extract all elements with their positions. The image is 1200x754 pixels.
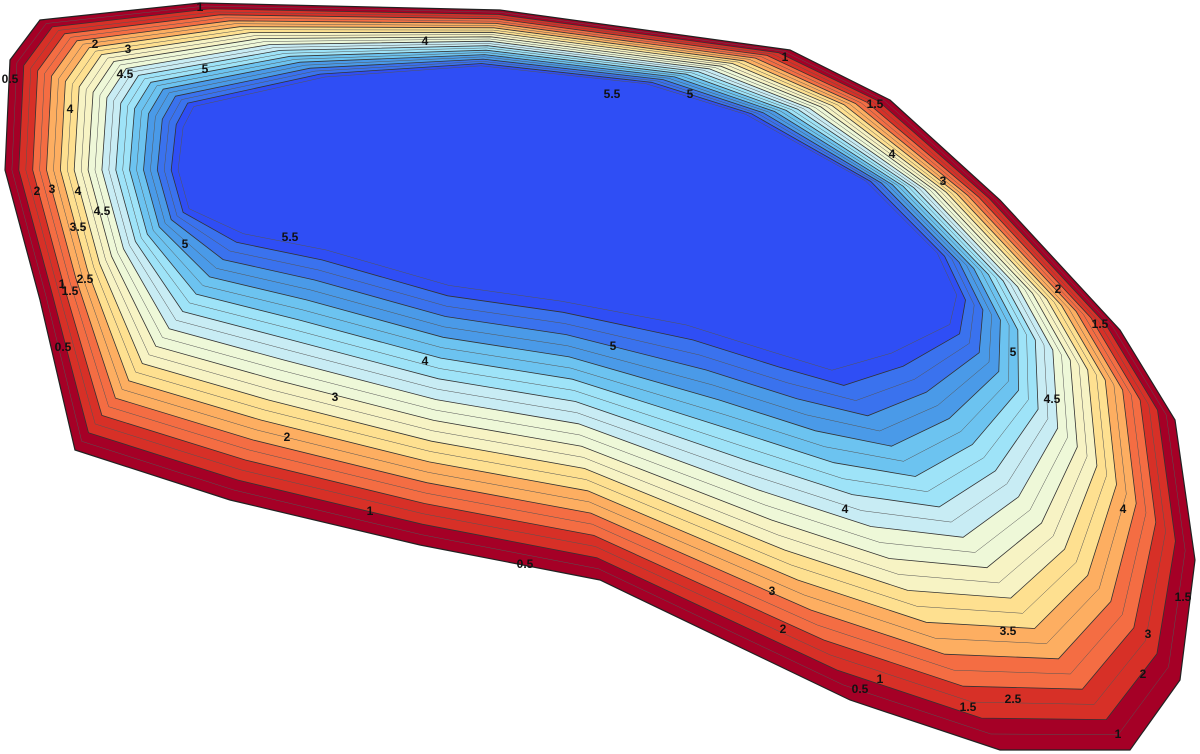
- contour-label: 2: [284, 430, 291, 444]
- contour-label: 1: [877, 672, 884, 686]
- contour-label: 1: [367, 504, 374, 518]
- contour-line: [122, 47, 1029, 492]
- depth-bands: [4, 2, 1196, 751]
- contour-label: 3: [332, 390, 339, 404]
- contour-label: 2: [1140, 667, 1147, 681]
- contour-line: [108, 43, 1049, 523]
- contour-label: 1.5: [1175, 590, 1192, 604]
- contour-label: 4: [1120, 502, 1127, 516]
- contour-label: 1: [59, 277, 66, 291]
- contour-label: 4.5: [1044, 392, 1061, 406]
- contour-label: 3: [769, 584, 776, 598]
- contour-label: 4: [75, 184, 82, 198]
- contour-label: 2.5: [1005, 692, 1022, 706]
- contour-label: 1: [1115, 727, 1122, 741]
- contour-label: 1.5: [867, 97, 884, 111]
- contour-label: 5: [202, 62, 209, 76]
- contour-label: 1.5: [1092, 317, 1109, 331]
- contour-label: 2: [1055, 282, 1062, 296]
- contour-label: 2: [34, 184, 41, 198]
- contour-label: 4: [422, 34, 429, 48]
- contour-label: 4: [889, 147, 896, 161]
- contour-label: 2.5: [77, 272, 94, 286]
- contour-lines: [11, 5, 1186, 736]
- contour-line: [80, 34, 1088, 584]
- contour-label: 3.5: [70, 220, 87, 234]
- contour-label: 0.5: [55, 340, 72, 354]
- contour-line: [39, 17, 1147, 675]
- contour-label: 5.5: [282, 230, 299, 244]
- contour-label: 2: [780, 622, 787, 636]
- contour-label: 2: [92, 37, 99, 51]
- contour-label: 5.5: [604, 87, 621, 101]
- contour-label: 1: [782, 50, 789, 64]
- contour-label: 0.5: [517, 557, 534, 571]
- contour-label: 0.5: [852, 682, 869, 696]
- contour-label: 4.5: [117, 67, 134, 81]
- contour-label: 1.5: [960, 700, 977, 714]
- contour-label: 5: [1010, 345, 1017, 359]
- contour-label: 4: [422, 354, 429, 368]
- contour-label: 3: [49, 182, 56, 196]
- contour-label: 5: [687, 87, 694, 101]
- contour-line: [11, 5, 1186, 736]
- contour-label: 3: [940, 174, 947, 188]
- contour-label: 1: [197, 0, 204, 14]
- contour-label: 3: [125, 42, 132, 56]
- contour-line: [177, 65, 957, 371]
- contour-label: 4: [842, 502, 849, 516]
- contour-line: [53, 23, 1127, 644]
- contour-label: 3.5: [1000, 624, 1017, 638]
- contour-label: 0.5: [2, 72, 19, 86]
- contour-line: [94, 38, 1068, 553]
- contour-label: 5: [610, 339, 617, 353]
- contour-label: 1.5: [62, 284, 79, 298]
- contour-line: [136, 52, 1010, 462]
- contour-label: 4: [67, 102, 74, 116]
- contour-line: [150, 56, 992, 432]
- contour-label: 5: [182, 237, 189, 251]
- contour-label: 4.5: [94, 204, 111, 218]
- contour-line: [163, 61, 975, 401]
- depth-band: [170, 63, 966, 386]
- contour-label: 3: [1145, 627, 1152, 641]
- contour-line: [67, 29, 1107, 614]
- contour-line: [25, 11, 1166, 705]
